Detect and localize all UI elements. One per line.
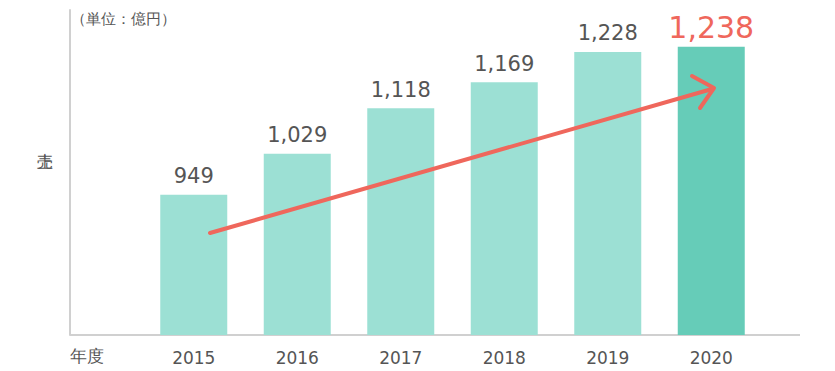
svg-text:1,238: 1,238 xyxy=(668,10,754,45)
svg-text:2018: 2018 xyxy=(483,348,526,368)
svg-text:2019: 2019 xyxy=(586,348,629,368)
svg-text:2020: 2020 xyxy=(690,348,733,368)
svg-text:2017: 2017 xyxy=(379,348,422,368)
svg-text:2015: 2015 xyxy=(172,348,215,368)
svg-text:949: 949 xyxy=(174,164,214,188)
svg-text:（単位：億円）: （単位：億円） xyxy=(71,10,176,28)
svg-text:1,228: 1,228 xyxy=(578,21,638,45)
html-text:売上: 売上 xyxy=(36,140,55,142)
svg-text:1,169: 1,169 xyxy=(474,52,534,76)
svg-text:1,118: 1,118 xyxy=(371,78,431,102)
svg-text:2016: 2016 xyxy=(276,348,319,368)
svg-text:年度: 年度 xyxy=(70,346,104,366)
svg-text:1,029: 1,029 xyxy=(267,123,327,147)
